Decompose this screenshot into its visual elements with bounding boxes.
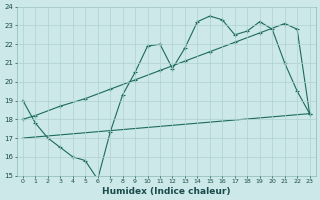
X-axis label: Humidex (Indice chaleur): Humidex (Indice chaleur) xyxy=(102,187,230,196)
